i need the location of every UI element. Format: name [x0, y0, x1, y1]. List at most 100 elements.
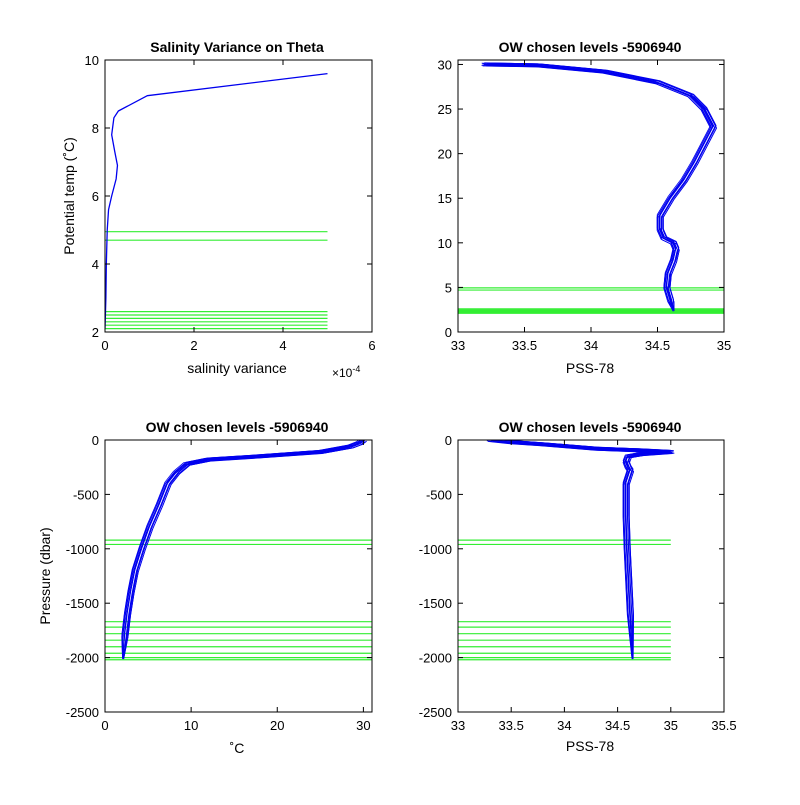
y-tick-label: 15: [438, 191, 452, 206]
x-tick-label: 33: [451, 718, 465, 733]
x-tick-label: 2: [190, 338, 197, 353]
profile-line: [489, 440, 669, 658]
x-tick-label: 34.5: [605, 718, 630, 733]
profile-line: [484, 62, 714, 309]
y-tick-label: -500: [73, 487, 99, 502]
y-tick-label: 8: [92, 121, 99, 136]
subplot-theta-salinity: OW chosen levels -5906940 PSS-78 33 33.5 3…: [438, 39, 732, 376]
y-tick-label: -2000: [66, 651, 99, 666]
x-tick-label: 0: [101, 338, 108, 353]
profile-line: [503, 440, 674, 657]
x-tick-label: 34.5: [645, 338, 670, 353]
x-axis-label: PSS-78: [566, 360, 614, 376]
x-axis-exponent: ×10-4: [332, 364, 360, 380]
y-tick-label: 10: [85, 53, 99, 68]
x-axis-label: PSS-78: [566, 738, 614, 754]
y-tick-label: -500: [426, 487, 452, 502]
profile-line: [487, 441, 670, 660]
y-tick-label: -1500: [419, 596, 452, 611]
x-tick-label: 35: [717, 338, 731, 353]
x-tick-label: 35: [664, 718, 678, 733]
subplot-title: OW chosen levels -5906940: [499, 419, 682, 435]
profile-line: [487, 65, 717, 311]
y-tick-label: -2500: [66, 705, 99, 720]
y-tick-label: 0: [445, 325, 452, 340]
y-tick-label: -1500: [66, 596, 99, 611]
profile-line: [122, 440, 362, 657]
y-tick-label: 0: [445, 433, 452, 448]
profile-line: [489, 440, 671, 658]
x-tick-label: 35.5: [711, 718, 736, 733]
x-tick-label: 33.5: [499, 718, 524, 733]
profile-line: [123, 440, 366, 657]
profile-line: [496, 440, 674, 657]
y-axis-label: Potential temp (˚C): [61, 137, 77, 254]
profile-line: [123, 440, 367, 659]
x-tick-label: 30: [356, 718, 370, 733]
subplot-salinity-variance: Salinity Variance on Theta salinity vari…: [61, 39, 376, 380]
y-tick-label: -2500: [419, 705, 452, 720]
profile-line: [105, 72, 328, 329]
y-tick-label: -2000: [419, 651, 452, 666]
y-tick-label: 5: [445, 280, 452, 295]
profile-line: [489, 440, 671, 658]
subplot-pressure-salinity: OW chosen levels -5906940 PSS-78 33 33.5 3…: [419, 419, 737, 754]
y-tick-label: 6: [92, 189, 99, 204]
y-tick-label: 30: [438, 57, 452, 72]
x-tick-label: 4: [279, 338, 286, 353]
x-axis-label: ˚C: [230, 740, 245, 756]
subplot-title: OW chosen levels -5906940: [146, 419, 329, 435]
x-tick-label: 10: [184, 718, 198, 733]
axes-frame: [104, 59, 373, 333]
profile-line: [123, 440, 367, 659]
profile-line: [122, 440, 363, 658]
plot-area: [105, 440, 372, 661]
profile-line: [501, 440, 671, 657]
profile-line: [486, 65, 716, 312]
y-tick-label: 10: [438, 236, 452, 251]
x-tick-label: 20: [270, 718, 284, 733]
profile-line: [491, 440, 673, 659]
y-tick-label: 2: [92, 325, 99, 340]
profile-line: [121, 440, 360, 657]
profile-line: [481, 62, 711, 309]
profile-line: [122, 441, 362, 660]
profile-line: [121, 440, 361, 659]
plot-area: [458, 62, 724, 314]
profile-line: [122, 440, 362, 658]
x-tick-label: 0: [101, 718, 108, 733]
plot-area: [105, 72, 328, 330]
x-tick-label: 6: [368, 338, 375, 353]
profile-line: [482, 65, 712, 312]
axes-frame: [457, 439, 725, 713]
y-tick-label: 20: [438, 147, 452, 162]
profile-line: [122, 440, 364, 658]
x-axis-label: salinity variance: [187, 360, 287, 376]
profile-line: [122, 440, 362, 656]
profile-line: [123, 440, 365, 657]
x-tick-label: 33: [451, 338, 465, 353]
x-tick-label: 33.5: [512, 338, 537, 353]
y-tick-label: -1000: [419, 542, 452, 557]
y-tick-label: -1000: [66, 542, 99, 557]
y-tick-label: 25: [438, 102, 452, 117]
subplot-pressure-temperature: OW chosen levels -5906940 ˚C Pressure (d…: [37, 419, 373, 756]
x-tick-label: 34: [557, 718, 571, 733]
profile-line: [493, 440, 675, 659]
profile-line: [485, 64, 716, 311]
profile-line: [496, 440, 669, 657]
plot-area: [458, 440, 675, 661]
subplot-title: OW chosen levels -5906940: [499, 39, 682, 55]
profile-line: [122, 440, 365, 659]
profile-line: [493, 440, 675, 659]
profile-line: [481, 64, 711, 311]
x-tick-label: 34: [584, 338, 598, 353]
y-tick-label: 4: [92, 257, 99, 272]
subplot-title: Salinity Variance on Theta: [150, 39, 324, 55]
profile-line: [486, 440, 669, 659]
profile-line: [484, 63, 714, 310]
profile-line: [501, 440, 672, 656]
axes-frame: [104, 439, 373, 713]
